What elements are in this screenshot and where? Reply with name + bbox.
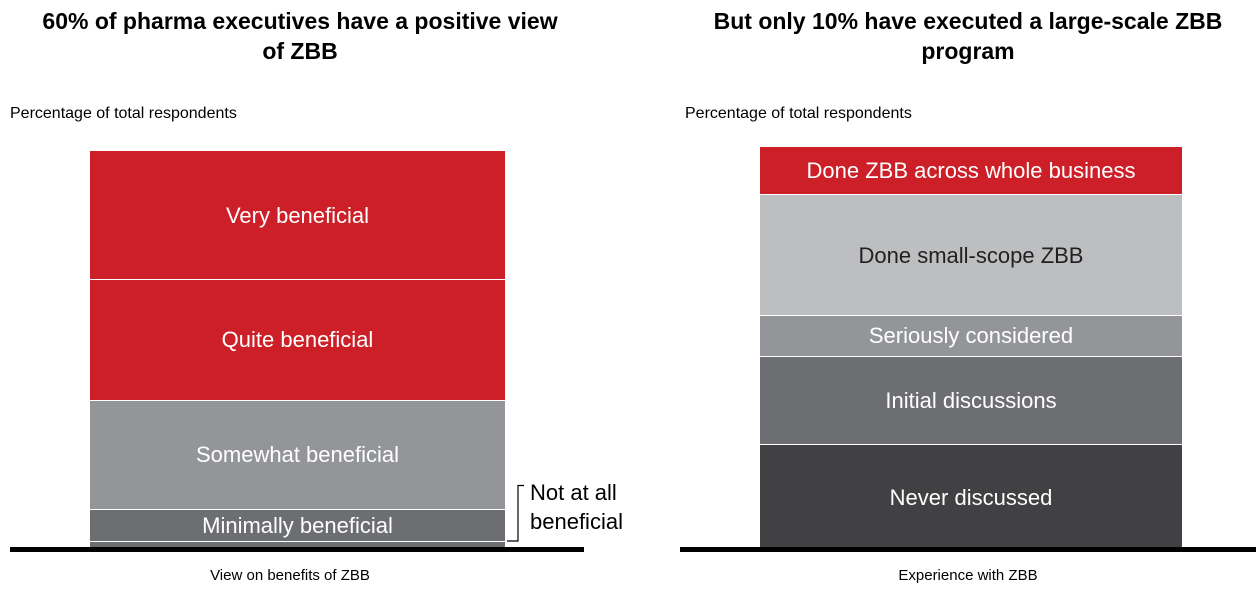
segment-label: Never discussed (889, 484, 1053, 510)
chart-panel-experience: But only 10% have executed a large-scale… (680, 0, 1256, 590)
segment-label: Quite beneficial (221, 327, 374, 353)
stacked-bar-benefits: Minimally beneficial Somewhat beneficial Q… (90, 147, 505, 550)
bar-segment-initial-discussions: Initial discussions (760, 356, 1182, 446)
callout-line: Not at all (530, 480, 617, 505)
bar-segment-somewhat-beneficial: Somewhat beneficial (90, 400, 505, 510)
segment-label: Done ZBB across whole business (806, 158, 1136, 184)
bar-segment-seriously-considered: Seriously considered (760, 316, 1182, 357)
bar-segment-very-beneficial: Very beneficial (90, 151, 505, 280)
x-axis-label: View on benefits of ZBB (210, 567, 370, 584)
segment-label: Very beneficial (225, 202, 370, 228)
chart-panel-benefits: 60% of pharma executives have a positive… (0, 0, 623, 590)
segment-label: Somewhat beneficial (195, 442, 399, 468)
chart-title: 60% of pharma executives have a positive… (42, 8, 558, 64)
callout-line: beneficial (530, 509, 623, 534)
callout-bracket (507, 484, 524, 542)
bar-segment-minimally-beneficial: Minimally beneficial (90, 509, 505, 542)
segment-label: Seriously considered (868, 323, 1074, 349)
chart-subtitle: Percentage of total respondents (685, 105, 912, 122)
stacked-bar-experience: Never discussed Initial discussions Seriou… (760, 147, 1182, 550)
callout-not-at-all-beneficial: Not at all beneficial (530, 478, 623, 536)
bar-segment-quite-beneficial: Quite beneficial (90, 280, 505, 401)
segment-label: Initial discussions (885, 387, 1057, 413)
segment-label: Minimally beneficial (202, 512, 393, 538)
x-axis-baseline (10, 547, 584, 552)
x-axis-baseline (680, 547, 1256, 552)
bar-segment-done-zbb-across-whole-business: Done ZBB across whole business (760, 147, 1182, 196)
bar-segment-not-at-all-beneficial (90, 541, 505, 550)
x-axis-label: Experience with ZBB (898, 567, 1038, 584)
bar-segment-done-small-scope-zbb: Done small-scope ZBB (760, 195, 1182, 317)
bar-segment-never-discussed: Never discussed (760, 445, 1182, 550)
segment-label: Done small-scope ZBB (858, 242, 1084, 268)
chart-subtitle: Percentage of total respondents (10, 105, 237, 122)
chart-title: But only 10% have executed a large-scale… (713, 8, 1223, 64)
